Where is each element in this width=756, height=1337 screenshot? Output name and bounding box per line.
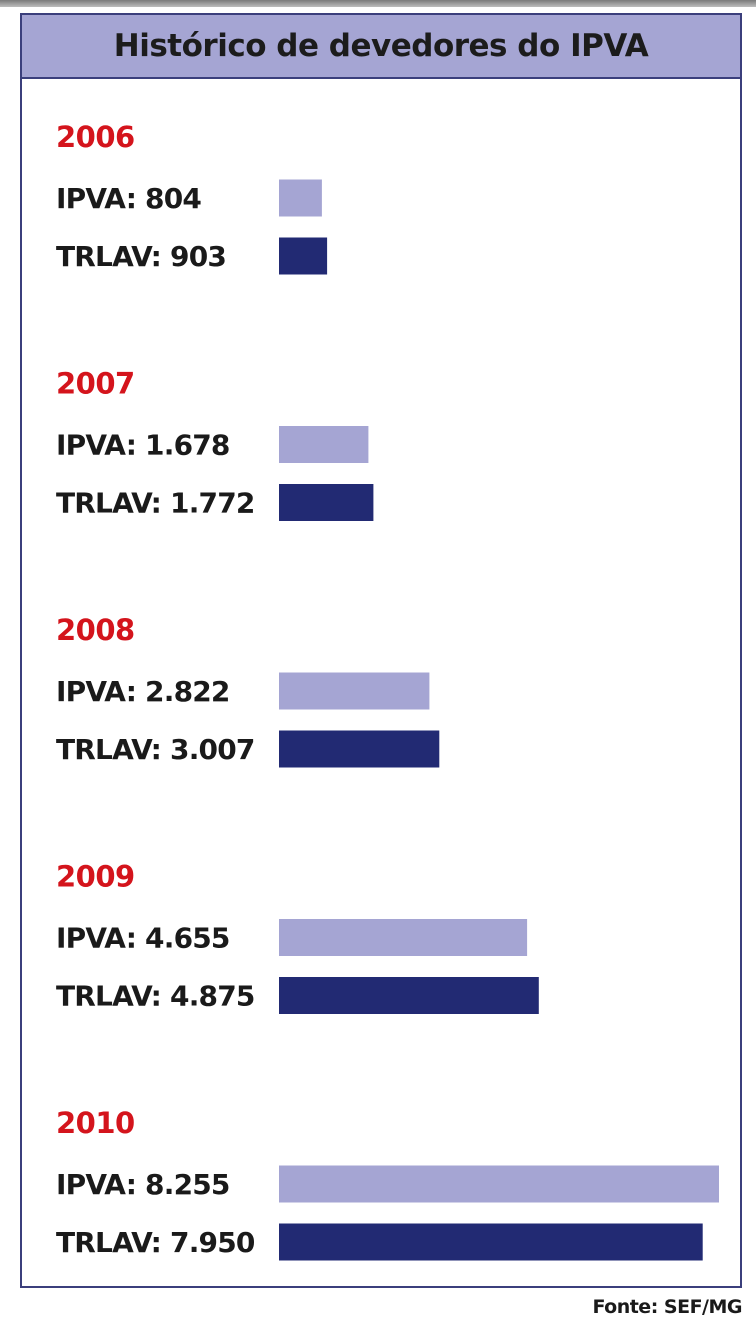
bar-ipva-2010 xyxy=(279,1165,719,1203)
bar-trlav-2010 xyxy=(279,1223,703,1261)
bar-chart: 2006 IPVA: 804 TRLAV: 903 2007 IPVA: 1.678 TR… xyxy=(56,120,719,1261)
bar-label-ipva-2010: IPVA: 8.255 xyxy=(56,1168,230,1201)
bar-trlav-2006 xyxy=(279,237,328,275)
bar-ipva-2008 xyxy=(279,672,430,710)
bar-ipva-2009 xyxy=(279,919,528,956)
bar-label-trlav-2006: TRLAV: 903 xyxy=(56,240,226,273)
bar-ipva-2007 xyxy=(279,426,369,463)
bar-label-trlav-2007: TRLAV: 1.772 xyxy=(56,487,255,520)
year-label-2006: 2006 xyxy=(56,120,135,154)
title-bar: Histórico de devedores do IPVA xyxy=(22,15,740,79)
chart-frame: Histórico de devedores do IPVA xyxy=(20,13,742,1288)
bar-label-trlav-2008: TRLAV: 3.007 xyxy=(56,733,255,766)
bar-label-ipva-2006: IPVA: 804 xyxy=(56,182,201,215)
year-label-2009: 2009 xyxy=(56,860,135,894)
bar-trlav-2009 xyxy=(279,977,539,1014)
bar-trlav-2007 xyxy=(279,484,374,521)
bar-label-ipva-2007: IPVA: 1.678 xyxy=(56,429,230,462)
bar-label-trlav-2009: TRLAV: 4.875 xyxy=(56,980,255,1013)
chart-title: Histórico de devedores do IPVA xyxy=(113,28,649,64)
bar-trlav-2008 xyxy=(279,730,440,768)
bar-ipva-2006 xyxy=(279,179,322,217)
year-label-2007: 2007 xyxy=(56,367,135,401)
bar-label-trlav-2010: TRLAV: 7.950 xyxy=(56,1226,255,1259)
year-label-2008: 2008 xyxy=(56,613,135,647)
year-label-2010: 2010 xyxy=(56,1106,135,1140)
top-rule xyxy=(0,0,756,7)
source-credit: Fonte: SEF/MG xyxy=(592,1296,742,1318)
bar-label-ipva-2009: IPVA: 4.655 xyxy=(56,922,230,955)
bar-label-ipva-2008: IPVA: 2.822 xyxy=(56,675,230,708)
